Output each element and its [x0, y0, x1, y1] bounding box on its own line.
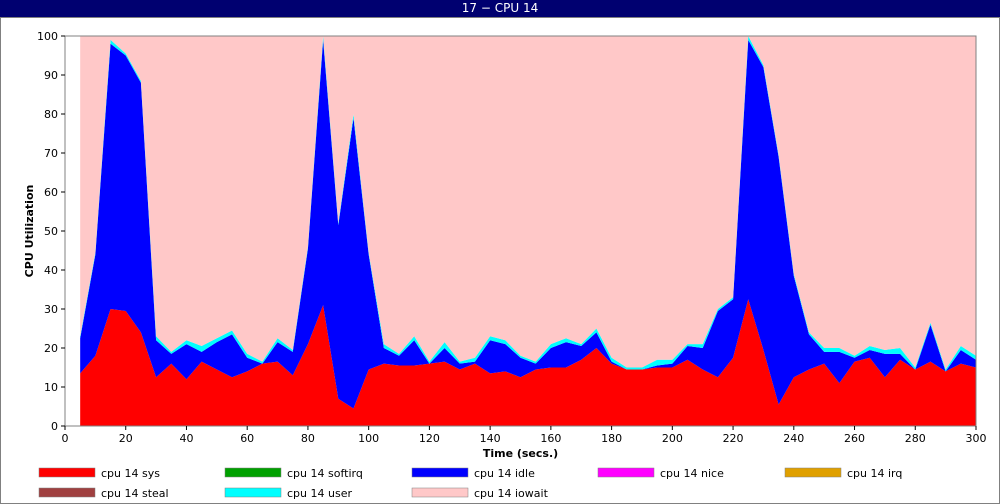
legend-item: cpu 14 steal [38, 487, 169, 500]
y-tick-label: 0 [51, 420, 58, 433]
legend-swatch [38, 487, 96, 498]
y-tick-label: 30 [44, 303, 58, 316]
x-axis-label: Time (secs.) [483, 447, 558, 460]
legend-item: cpu 14 sys [38, 467, 160, 480]
y-tick-label: 70 [44, 147, 58, 160]
legend-item: cpu 14 idle [411, 467, 535, 480]
legend-item: cpu 14 user [224, 487, 352, 500]
legend-label: cpu 14 sys [101, 467, 160, 480]
legend-swatch [411, 487, 469, 498]
legend-label: cpu 14 softirq [287, 467, 363, 480]
legend-swatch [411, 467, 469, 478]
y-tick-label: 50 [44, 225, 58, 238]
legend-label: cpu 14 idle [474, 467, 535, 480]
legend-item: cpu 14 iowait [411, 487, 549, 500]
series-area-0 [80, 299, 977, 426]
x-tick-label: 0 [62, 432, 69, 445]
x-tick-label: 180 [601, 432, 622, 445]
cpu-utilization-chart: 0 20 40 60 80 100 120 140 160 180 200 220 240 260 280 3… [1, 18, 999, 503]
legend-swatch [597, 467, 655, 478]
x-axis-ticks: 0 20 40 60 80 100 120 140 160 180 200 220 240 260 280 3… [62, 426, 987, 445]
x-tick-label: 260 [844, 432, 865, 445]
x-tick-label: 160 [540, 432, 561, 445]
y-tick-label: 10 [44, 381, 58, 394]
x-tick-label: 80 [301, 432, 315, 445]
legend-item: cpu 14 softirq [224, 467, 363, 480]
y-tick-label: 40 [44, 264, 58, 277]
y-tick-label: 90 [44, 69, 58, 82]
x-tick-label: 200 [662, 432, 683, 445]
legend-label: cpu 14 iowait [474, 487, 549, 500]
x-tick-label: 140 [480, 432, 501, 445]
legend-swatch [224, 467, 282, 478]
legend: cpu 14 sys cpu 14 softirq cpu 14 idle cpu 1… [38, 467, 902, 500]
legend-swatch [224, 487, 282, 498]
x-tick-label: 300 [966, 432, 987, 445]
legend-label: cpu 14 nice [660, 467, 724, 480]
legend-item: cpu 14 nice [597, 467, 724, 480]
legend-swatch [38, 467, 96, 478]
legend-label: cpu 14 steal [101, 487, 169, 500]
series-area-7 [80, 36, 977, 370]
x-tick-label: 120 [419, 432, 440, 445]
plot-area [64, 35, 977, 427]
x-tick-label: 240 [783, 432, 804, 445]
legend-label: cpu 14 irq [847, 467, 902, 480]
legend-swatch [784, 467, 842, 478]
series-area-2 [80, 39, 977, 409]
x-tick-label: 60 [240, 432, 254, 445]
x-tick-label: 40 [179, 432, 193, 445]
x-tick-label: 20 [119, 432, 133, 445]
y-tick-label: 80 [44, 108, 58, 121]
legend-label: cpu 14 user [287, 487, 352, 500]
x-tick-label: 100 [358, 432, 379, 445]
window-title: 17 − CPU 14 [0, 0, 1000, 17]
y-tick-label: 100 [37, 30, 58, 43]
legend-item: cpu 14 irq [784, 467, 902, 480]
y-tick-label: 60 [44, 186, 58, 199]
y-tick-label: 20 [44, 342, 58, 355]
chart-frame: 0 20 40 60 80 100 120 140 160 180 200 220 240 260 280 3… [0, 17, 1000, 504]
y-axis-ticks: 0 10 20 30 40 50 60 70 80 90 100 [37, 30, 65, 433]
x-tick-label: 220 [723, 432, 744, 445]
x-tick-label: 280 [905, 432, 926, 445]
y-axis-label: CPU Utilization [23, 185, 36, 278]
